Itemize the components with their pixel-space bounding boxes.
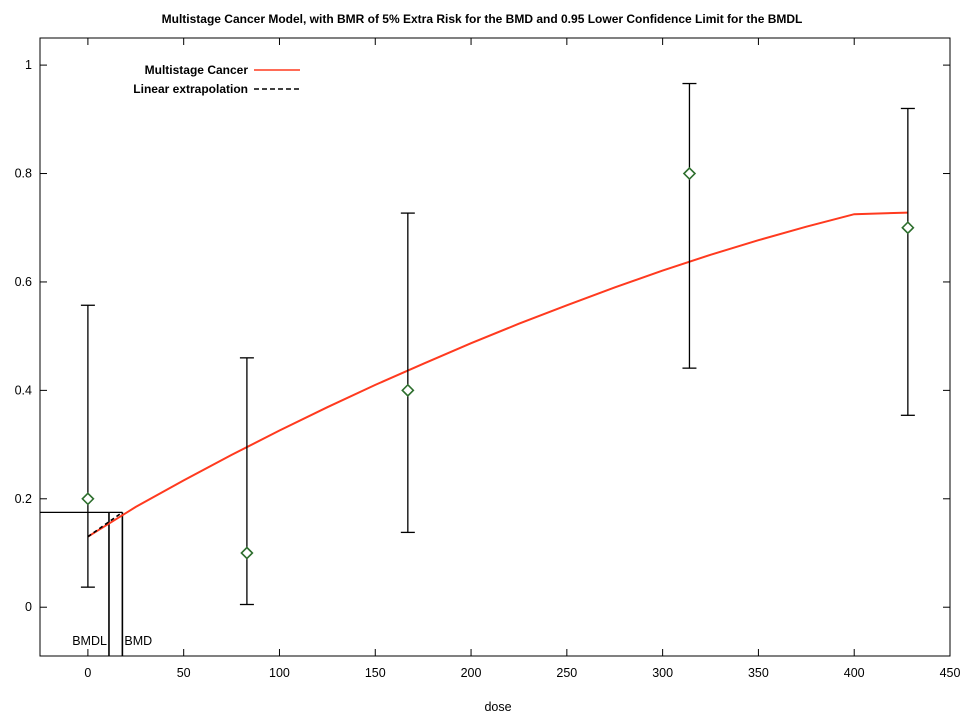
error-bar (900, 107, 915, 416)
y-tick-label: 0.4 (15, 383, 32, 397)
x-tick-label: 200 (461, 666, 482, 680)
data-point-diamond (401, 383, 415, 397)
y-tick-label: 1 (25, 58, 32, 72)
legend-label: Multistage Cancer (145, 63, 249, 77)
linear-extrapolation-line (87, 511, 123, 538)
bmdl-label: BMDL (72, 634, 107, 648)
data-point-diamond (682, 166, 697, 181)
observed-points (81, 166, 915, 560)
legend-label: Linear extrapolation (133, 82, 248, 96)
x-tick-label: 300 (652, 666, 673, 680)
axis-ticks: 0 50 100 150 200 250 300 350 400 450 0 0.2 0.4 0.6 0.8… (15, 38, 961, 680)
x-tick-label: 100 (269, 666, 290, 680)
data-point-diamond (81, 492, 95, 506)
model-curves (87, 211, 908, 538)
bmd-label: BMD (124, 634, 152, 648)
error-bar (80, 304, 95, 588)
x-tick-label: 0 (84, 666, 91, 680)
x-tick-label: 350 (748, 666, 769, 680)
error-bar (239, 357, 254, 606)
y-tick-label: 0.2 (15, 492, 32, 506)
x-tick-label: 250 (556, 666, 577, 680)
x-tick-label: 50 (177, 666, 191, 680)
x-tick-label: 400 (844, 666, 865, 680)
x-tick-label: 150 (365, 666, 386, 680)
bmd-reference-lines: BMDL BMD (40, 511, 152, 656)
legend: Multistage Cancer Linear extrapolation (133, 63, 300, 96)
x-axis-label: dose (484, 700, 511, 714)
data-point-diamond (901, 221, 915, 235)
error-bars (80, 82, 915, 606)
error-bar (682, 82, 697, 369)
x-tick-label: 450 (940, 666, 961, 680)
multistage-cancer-curve (87, 211, 908, 538)
y-tick-label: 0 (25, 600, 32, 614)
y-tick-label: 0.6 (15, 275, 32, 289)
y-tick-label: 0.8 (15, 167, 32, 181)
chart-title: Multistage Cancer Model, with BMR of 5% … (162, 12, 803, 26)
plot-frame (39, 37, 951, 657)
error-bar (400, 212, 415, 534)
data-point-diamond (240, 546, 254, 560)
